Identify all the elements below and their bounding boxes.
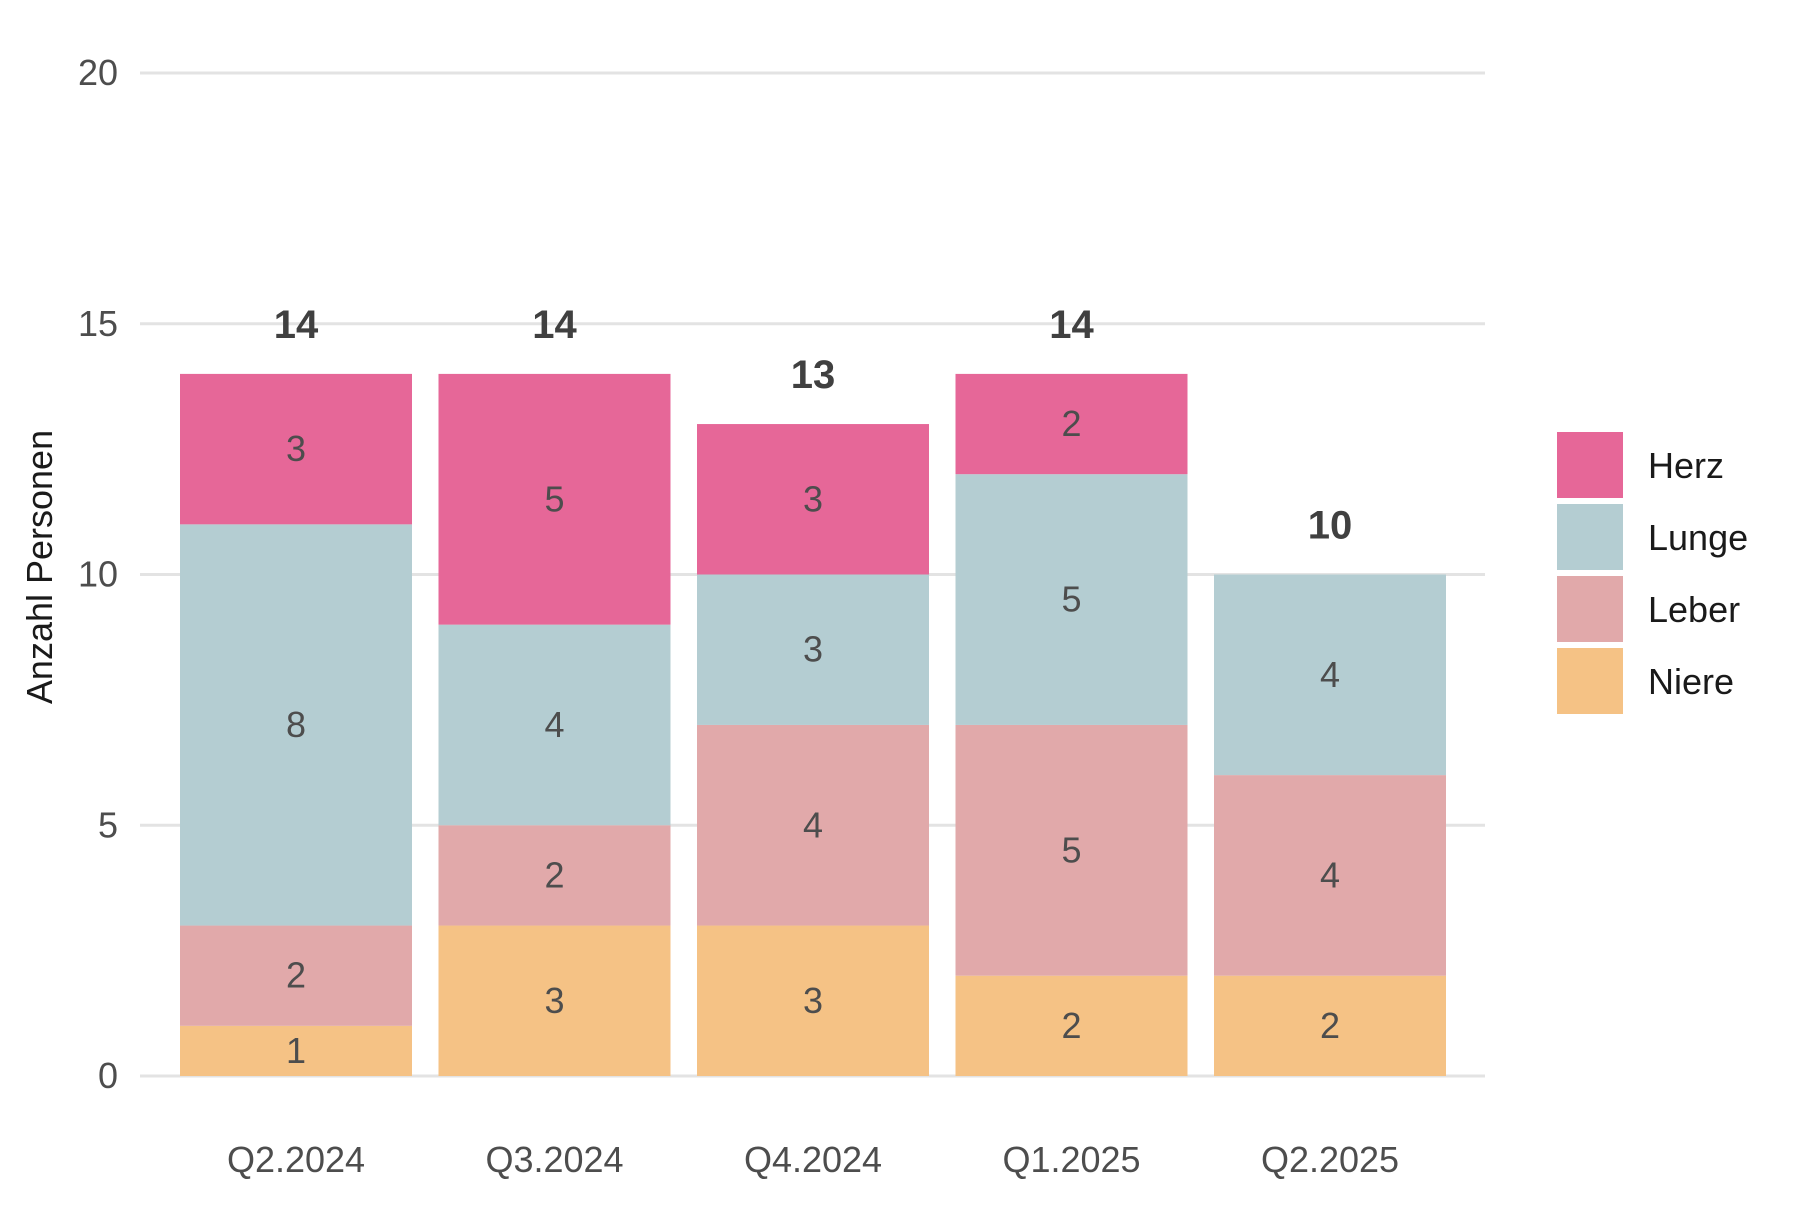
x-tick-label: Q2.2025	[1261, 1139, 1399, 1180]
segment-value-label: 2	[286, 955, 306, 996]
bar-segment-niere	[438, 925, 671, 1076]
segment-value-label: 5	[1061, 579, 1081, 620]
segment-value-label: 2	[544, 854, 564, 895]
bar-segment-lunge	[180, 524, 412, 926]
segment-value-label: 2	[1061, 403, 1081, 444]
bar-segment-herz	[438, 373, 671, 625]
segment-value-label: 5	[544, 478, 564, 519]
legend-label-leber: Leber	[1648, 589, 1740, 630]
segment-value-label: 4	[1320, 854, 1340, 895]
segment-value-label: 5	[1061, 829, 1081, 870]
legend-label-herz: Herz	[1648, 445, 1724, 486]
x-tick-label: Q4.2024	[744, 1139, 882, 1180]
segment-value-label: 4	[1320, 654, 1340, 695]
y-tick-label: 10	[78, 554, 118, 595]
y-tick-label: 15	[78, 303, 118, 344]
bar-segment-leber	[697, 724, 929, 926]
total-value-label: 13	[791, 353, 836, 397]
bar-segment-herz	[955, 373, 1188, 475]
legend: Herz Lunge Leber Niere	[1557, 432, 1748, 714]
bar-segment-herz	[697, 424, 929, 575]
legend-swatch-niere	[1557, 648, 1623, 714]
bar-segment-herz	[180, 373, 412, 525]
bar-segment-leber	[438, 825, 671, 926]
total-value-label: 14	[274, 303, 319, 347]
segment-value-label: 4	[803, 804, 823, 845]
segment-value-label: 3	[286, 428, 306, 469]
bar-segment-leber	[1214, 775, 1446, 976]
segment-value-label: 1	[286, 1030, 306, 1071]
segment-value-label: 2	[1320, 1005, 1340, 1046]
y-axis-title: Anzahl Personen	[19, 430, 60, 704]
segment-labels: 1 2 8 3 3 2 4 5 3 4 3 3 2 5 5 2 2 4 4	[286, 403, 1340, 1071]
y-tick-label: 5	[98, 804, 118, 845]
legend-swatch-herz	[1557, 432, 1623, 498]
bar-segment-niere	[697, 925, 929, 1076]
bar-segment-lunge	[1214, 574, 1446, 776]
legend-label-lunge: Lunge	[1648, 517, 1748, 558]
x-tick-label: Q3.2024	[485, 1139, 623, 1180]
segment-value-label: 4	[544, 704, 564, 745]
total-value-label: 14	[532, 303, 577, 347]
bar-segment-leber	[180, 925, 412, 1026]
segment-value-label: 3	[544, 980, 564, 1021]
x-tick-label: Q2.2024	[227, 1139, 365, 1180]
segment-value-label: 3	[803, 629, 823, 670]
segment-value-label: 3	[803, 980, 823, 1021]
segment-value-label: 3	[803, 478, 823, 519]
legend-swatch-lunge	[1557, 504, 1623, 570]
bar-segment-niere	[955, 975, 1188, 1076]
y-tick-label: 0	[98, 1055, 118, 1096]
bar-segment-lunge	[697, 574, 929, 725]
bar-segment-lunge	[955, 474, 1188, 725]
legend-label-niere: Niere	[1648, 661, 1734, 702]
bar-segment-niere	[180, 1025, 412, 1076]
legend-swatch-leber	[1557, 576, 1623, 642]
segment-value-label: 8	[286, 704, 306, 745]
y-tick-label: 20	[78, 52, 118, 93]
total-value-label: 14	[1049, 303, 1094, 347]
x-tick-label: Q1.2025	[1002, 1139, 1140, 1180]
total-labels: 14 14 13 14 10	[274, 303, 1353, 548]
segment-value-label: 2	[1061, 1005, 1081, 1046]
y-axis: 0 5 10 15 20	[78, 52, 118, 1096]
bar-segment-leber	[955, 724, 1188, 976]
total-value-label: 10	[1308, 504, 1353, 548]
bar-segment-lunge	[438, 624, 671, 826]
x-axis: Q2.2024 Q3.2024 Q4.2024 Q1.2025 Q2.2025	[227, 1139, 1399, 1180]
bars	[180, 373, 1446, 1076]
bar-segment-niere	[1214, 975, 1446, 1076]
